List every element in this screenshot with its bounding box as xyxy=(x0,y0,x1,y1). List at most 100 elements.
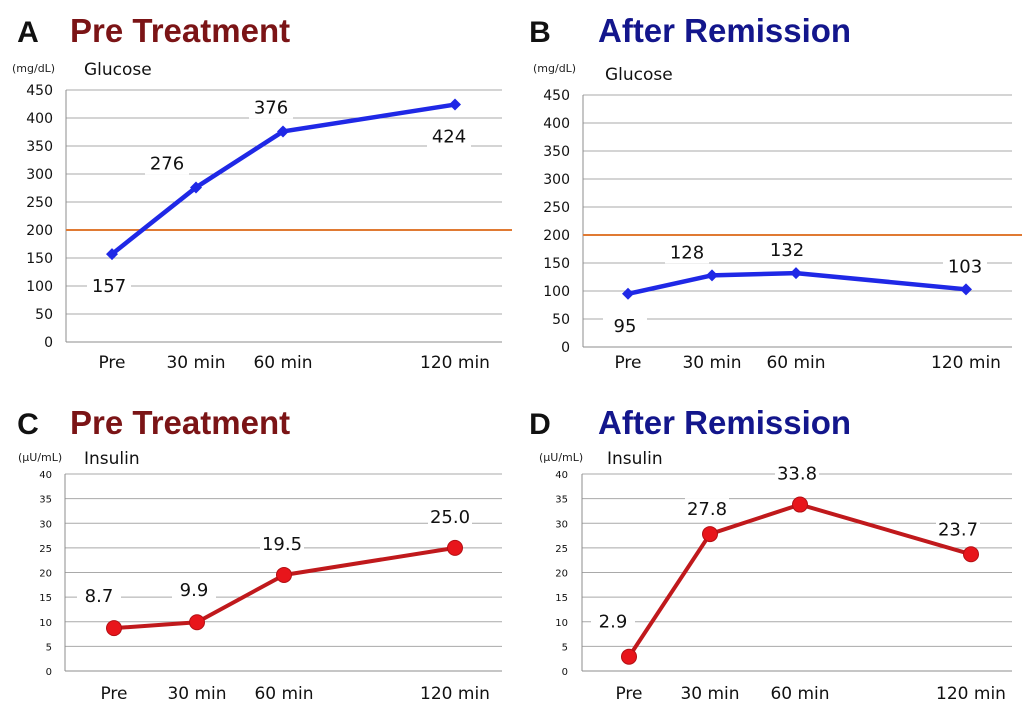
y-tick-label: 50 xyxy=(552,312,570,328)
y-tick-label: 30 xyxy=(555,519,568,530)
data-label: 33.8 xyxy=(777,464,817,485)
x-tick-label: 60 min xyxy=(770,684,829,704)
data-point xyxy=(447,539,463,556)
data-label-bg xyxy=(665,241,709,264)
y-tick-label: 100 xyxy=(543,284,570,300)
y-tick-label: 40 xyxy=(39,470,52,481)
data-label: 23.7 xyxy=(938,519,978,540)
y-tick-label: 450 xyxy=(543,88,570,104)
data-label: 276 xyxy=(150,153,184,174)
y-tick-label: 150 xyxy=(543,256,570,272)
y-quantity-label: Insulin xyxy=(607,449,663,469)
x-tick-label: 120 min xyxy=(420,353,490,373)
y-unit-label: (mg/dL) xyxy=(533,62,576,75)
panel-letter: B xyxy=(529,16,551,49)
panel-title: After Remission xyxy=(598,12,851,49)
y-tick-label: 300 xyxy=(543,172,570,188)
y-tick-label: 0 xyxy=(562,667,568,678)
y-tick-label: 25 xyxy=(39,544,52,555)
x-tick-label: 120 min xyxy=(936,684,1006,704)
data-label: 9.9 xyxy=(180,580,209,601)
data-label-bg xyxy=(77,585,121,608)
x-tick-label: 30 min xyxy=(166,353,225,373)
series-line xyxy=(625,270,969,297)
y-tick-label: 20 xyxy=(39,569,52,580)
x-tick-label: Pre xyxy=(615,684,642,704)
y-tick-label: 10 xyxy=(39,618,52,629)
y-tick-label: 350 xyxy=(543,144,570,160)
data-label-bg xyxy=(260,532,304,555)
series-line xyxy=(112,545,457,631)
y-tick-label: 200 xyxy=(26,223,53,239)
x-tick-label: 60 min xyxy=(254,684,313,704)
y-tick-label: 150 xyxy=(26,251,53,267)
data-point xyxy=(190,181,202,194)
x-tick-label: 120 min xyxy=(420,684,490,704)
y-tick-label: 10 xyxy=(555,618,568,629)
y-tick-label: 0 xyxy=(561,340,570,356)
data-label-bg xyxy=(145,152,189,175)
x-tick-label: 30 min xyxy=(682,353,741,373)
data-label-bg xyxy=(603,314,647,337)
y-tick-label: 100 xyxy=(26,279,53,295)
y-tick-label: 15 xyxy=(39,593,52,604)
data-label-bg xyxy=(775,462,819,485)
data-label: 27.8 xyxy=(687,499,727,520)
data-label-bg xyxy=(936,518,980,541)
data-label-bg xyxy=(685,498,729,521)
panel-letter: A xyxy=(17,16,39,49)
data-point xyxy=(706,269,718,282)
data-label: 25.0 xyxy=(430,507,470,528)
y-quantity-label: Glucose xyxy=(605,65,673,85)
x-tick-label: 30 min xyxy=(167,684,226,704)
series-line xyxy=(627,502,973,659)
data-point xyxy=(622,287,634,300)
y-tick-label: 0 xyxy=(46,667,52,678)
y-tick-label: 350 xyxy=(26,139,53,155)
data-label: 424 xyxy=(432,127,466,148)
x-tick-label: 60 min xyxy=(253,353,312,373)
panel-title: Pre Treatment xyxy=(70,404,290,441)
y-tick-label: 200 xyxy=(543,228,570,244)
x-tick-label: Pre xyxy=(614,353,641,373)
y-unit-label: (mg/dL) xyxy=(12,62,55,75)
data-label: 132 xyxy=(770,240,804,261)
y-tick-label: 5 xyxy=(562,642,568,653)
y-tick-label: 400 xyxy=(543,116,570,132)
y-tick-label: 5 xyxy=(46,642,52,653)
data-point xyxy=(449,98,461,111)
data-label-bg xyxy=(591,610,635,633)
y-tick-label: 20 xyxy=(555,569,568,580)
data-label: 128 xyxy=(670,242,704,263)
data-label-bg xyxy=(427,125,471,148)
y-tick-label: 35 xyxy=(39,495,52,506)
data-point xyxy=(702,526,718,543)
series-line xyxy=(109,102,458,257)
data-label-bg xyxy=(249,96,293,119)
y-tick-label: 30 xyxy=(39,519,52,530)
x-tick-label: Pre xyxy=(98,353,125,373)
data-point xyxy=(106,620,122,637)
data-point xyxy=(963,546,979,563)
x-tick-label: 60 min xyxy=(766,353,825,373)
data-label: 2.9 xyxy=(599,612,628,633)
panel-title: After Remission xyxy=(598,404,851,441)
y-tick-label: 300 xyxy=(26,167,53,183)
y-tick-label: 15 xyxy=(555,593,568,604)
data-label-bg xyxy=(87,275,131,298)
panel-title: Pre Treatment xyxy=(70,12,290,49)
data-label: 157 xyxy=(92,276,126,297)
data-label-bg xyxy=(765,239,809,262)
y-tick-label: 25 xyxy=(555,544,568,555)
panel-letter: C xyxy=(17,408,39,441)
data-label: 8.7 xyxy=(85,586,114,607)
y-tick-label: 40 xyxy=(555,470,568,481)
x-tick-label: Pre xyxy=(100,684,127,704)
data-point xyxy=(790,267,802,280)
y-unit-label: (μU/mL) xyxy=(539,451,583,464)
y-tick-label: 35 xyxy=(555,495,568,506)
data-label: 19.5 xyxy=(262,534,302,555)
data-label-bg xyxy=(943,255,987,278)
y-tick-label: 0 xyxy=(44,335,53,351)
